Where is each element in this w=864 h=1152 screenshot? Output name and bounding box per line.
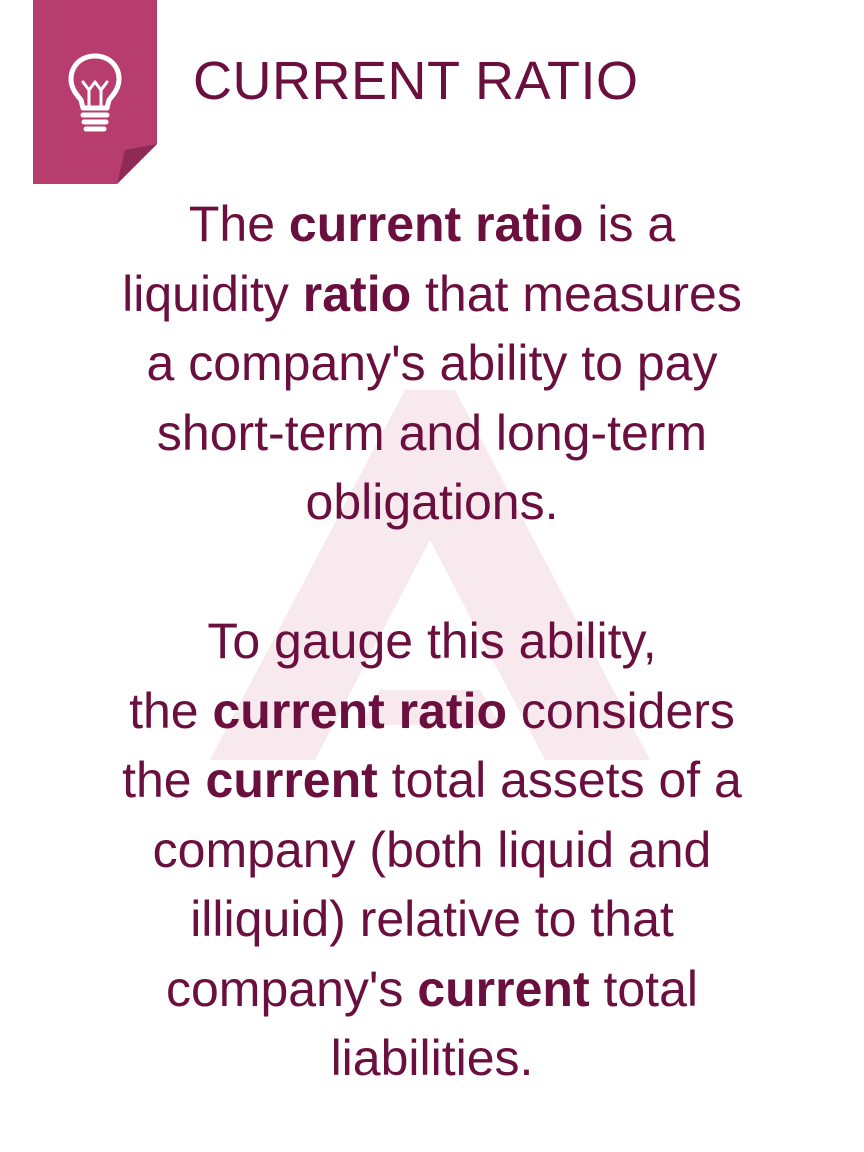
paragraph-definition: The current ratio is a liquidity ratio t… bbox=[40, 190, 824, 538]
text-line: liabilities. bbox=[330, 1030, 534, 1086]
paragraph-spacer bbox=[40, 538, 824, 608]
paragraph-explanation: To gauge this ability, the current ratio… bbox=[40, 607, 824, 1094]
highlight-term: current ratio bbox=[212, 682, 508, 739]
header-tag bbox=[33, 0, 157, 184]
content-body: The current ratio is a liquidity ratio t… bbox=[40, 190, 824, 1094]
text-line: short-term and long-term bbox=[156, 404, 708, 461]
highlight-term: current bbox=[205, 752, 378, 808]
highlight-term: current bbox=[417, 960, 590, 1017]
lightbulb-icon bbox=[68, 53, 122, 132]
text-line: the current total assets of a bbox=[122, 752, 742, 808]
text-line: To gauge this ability, bbox=[207, 613, 657, 669]
text-line: a company's ability to pay bbox=[146, 335, 718, 391]
page-title: CURRENT RATIO bbox=[193, 51, 639, 111]
highlight-term: current ratio bbox=[288, 196, 584, 252]
text-line: illiquid) relative to that bbox=[190, 891, 674, 947]
text-line: company (both liquid and bbox=[152, 821, 712, 878]
text-line: liquidity ratio that measures bbox=[122, 265, 742, 322]
highlight-term: ratio bbox=[302, 265, 412, 322]
text-line: the current ratio considers bbox=[129, 682, 735, 739]
text-line: obligations. bbox=[305, 474, 559, 530]
watermark-logo bbox=[210, 390, 650, 760]
text-line: The current ratio is a bbox=[188, 196, 676, 252]
text-line: company's current total bbox=[166, 960, 698, 1017]
